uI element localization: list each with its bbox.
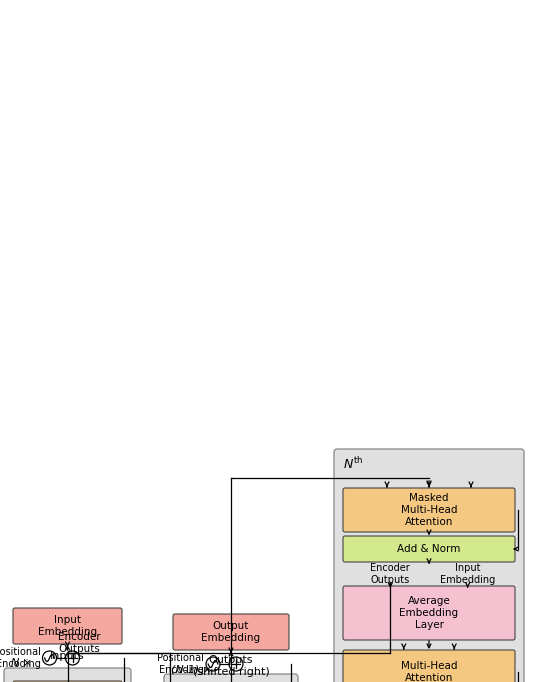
Text: Positional
Encoding: Positional Encoding <box>157 653 204 674</box>
FancyBboxPatch shape <box>13 608 122 644</box>
Text: $N^{\mathrm{th}}$: $N^{\mathrm{th}}$ <box>343 456 364 472</box>
Text: (N-1) ×: (N-1) × <box>171 664 212 674</box>
FancyBboxPatch shape <box>13 681 122 682</box>
Text: Output
Embedding: Output Embedding <box>201 621 260 643</box>
Text: Masked
Multi-Head
Attention: Masked Multi-Head Attention <box>401 493 457 527</box>
FancyBboxPatch shape <box>4 668 131 682</box>
Text: Multi-Head
Attention: Multi-Head Attention <box>401 662 457 682</box>
Text: Encoder
Outputs: Encoder Outputs <box>371 563 410 584</box>
FancyBboxPatch shape <box>343 488 515 532</box>
Text: N ×: N × <box>11 658 32 668</box>
Text: Inputs: Inputs <box>50 651 85 661</box>
FancyBboxPatch shape <box>173 614 289 650</box>
Text: Encoder
Outputs: Encoder Outputs <box>58 632 101 654</box>
FancyBboxPatch shape <box>343 650 515 682</box>
Text: Input
Embedding: Input Embedding <box>440 563 495 584</box>
Text: Positional
Encoding: Positional Encoding <box>0 647 40 669</box>
FancyBboxPatch shape <box>343 586 515 640</box>
FancyBboxPatch shape <box>343 536 515 562</box>
Text: Outputs
(shifted right): Outputs (shifted right) <box>193 655 269 677</box>
Text: Input
Embedding: Input Embedding <box>38 615 97 637</box>
Text: Add & Norm: Add & Norm <box>397 544 461 554</box>
FancyBboxPatch shape <box>164 674 298 682</box>
FancyBboxPatch shape <box>334 449 524 682</box>
Text: Average
Embedding
Layer: Average Embedding Layer <box>400 596 459 629</box>
